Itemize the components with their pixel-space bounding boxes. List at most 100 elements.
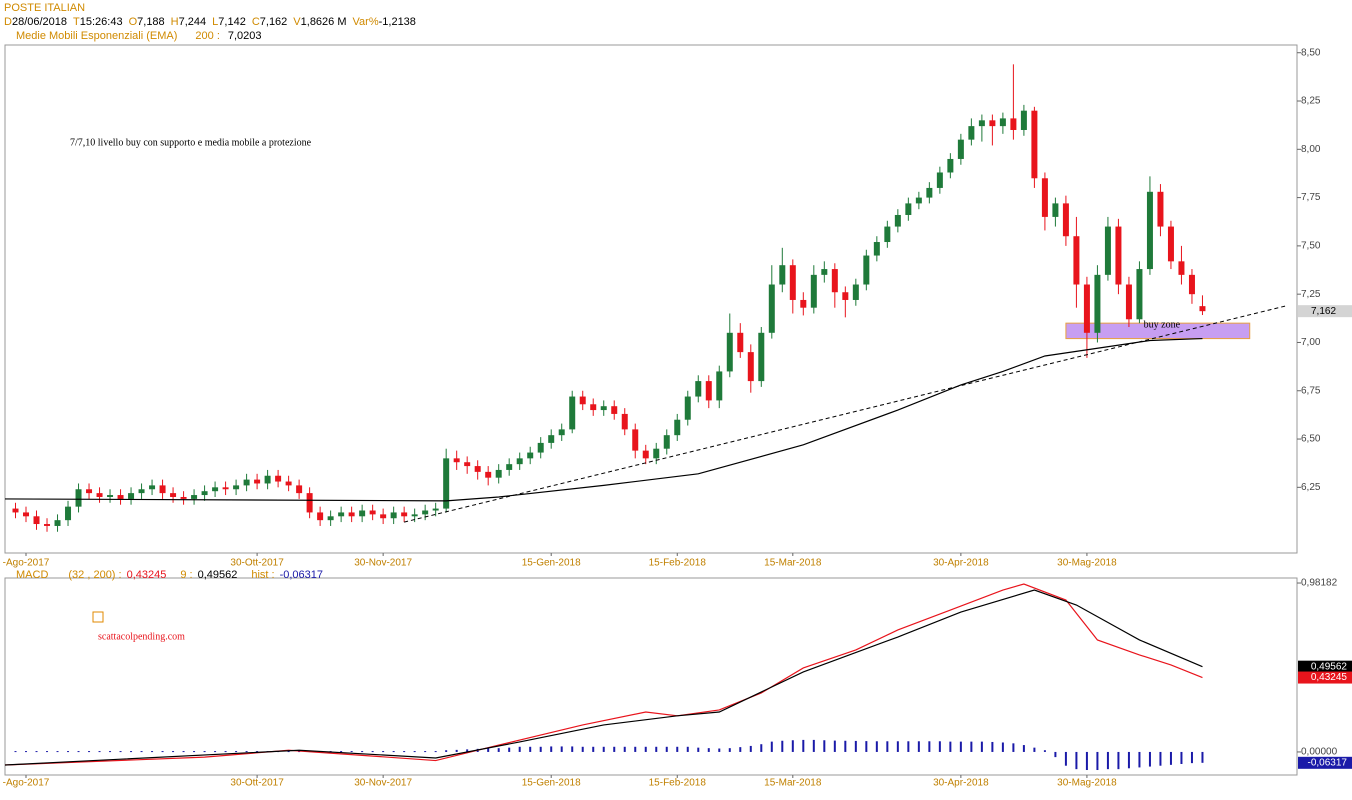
hist-bar: [1033, 747, 1036, 752]
hist-bar: [203, 751, 206, 753]
y-tick-label: 7,00: [1301, 337, 1321, 348]
field-key: C: [252, 16, 260, 28]
hist-bar: [172, 751, 175, 753]
hist-bar: [644, 746, 647, 752]
candle-body: [1094, 274, 1101, 333]
candle-body: [1010, 118, 1017, 130]
hist-bar: [980, 741, 983, 752]
candle-body: [968, 126, 975, 140]
candle-body: [1167, 226, 1174, 262]
candle-body: [275, 475, 282, 482]
hist-bar: [676, 746, 679, 752]
candle-body: [317, 512, 324, 521]
candle-body: [1073, 236, 1080, 285]
hist-bar: [791, 740, 794, 752]
trend-line: [404, 305, 1287, 523]
hist-bar: [256, 751, 259, 753]
candle-body: [138, 489, 145, 494]
candle-body: [44, 524, 51, 526]
hist-bar: [1127, 751, 1130, 769]
candle-body: [1115, 226, 1122, 285]
candle-body: [65, 506, 72, 521]
candle-body: [989, 120, 996, 127]
quote-line: D28/06/2018 T15:26:43 O7,188 H7,244 L7,142 C7…: [4, 16, 416, 28]
y-tick-label: 6,75: [1301, 385, 1321, 396]
hist-bar: [907, 741, 910, 752]
hist-bar: [1064, 751, 1067, 766]
candle-body: [653, 448, 660, 459]
field-value: 7,188: [137, 16, 165, 28]
candle-body: [432, 508, 439, 511]
field-key: H: [171, 16, 179, 28]
candle-body: [621, 413, 628, 430]
hist-bar: [760, 744, 763, 752]
ema-line: Medie Mobili Esponenziali (EMA) 200 : 7,02…: [16, 30, 262, 42]
hist-bar: [571, 746, 574, 752]
x-tick-label: 15-Gen-2018: [522, 558, 581, 569]
hist-bar: [833, 740, 836, 752]
candle-body: [558, 429, 565, 436]
field-key: O: [129, 16, 138, 28]
candle-body: [758, 332, 765, 382]
x-tick-label: 30-Nov-2017: [354, 558, 412, 569]
hist-bar: [917, 741, 920, 752]
x-tick-label: 30-Mag-2018: [1057, 778, 1117, 789]
candle-body: [1188, 274, 1195, 295]
hist-bar: [455, 749, 458, 752]
candle-body: [810, 274, 817, 308]
y-tick-label: 6,50: [1301, 434, 1321, 445]
candle-body: [537, 442, 544, 453]
candle-body: [642, 450, 649, 459]
candle-body: [306, 493, 313, 513]
hist-bar: [991, 741, 994, 752]
candle-body: [947, 158, 954, 173]
hist-bar: [886, 741, 889, 752]
x-tick-label: 30-Nov-2017: [354, 778, 412, 789]
hist-bar: [109, 751, 112, 753]
candle-body: [254, 479, 261, 484]
hist-bar: [56, 751, 59, 753]
hist-bar: [938, 741, 941, 752]
y-tick-label: 7,50: [1301, 241, 1321, 252]
watermark-icon: [92, 611, 104, 623]
hist-bar: [1054, 751, 1057, 758]
hist-bar: [1043, 750, 1046, 752]
macd-params: (32 , 200) :: [68, 569, 121, 581]
x-tick-label: 15-Feb-2018: [649, 778, 707, 789]
hist-bar: [529, 746, 532, 752]
hist-bar: [46, 751, 49, 753]
candle-body: [212, 487, 219, 492]
hist-bar: [1201, 751, 1204, 763]
candle-body: [674, 419, 681, 436]
candle-body: [1083, 284, 1090, 333]
candle-body: [390, 512, 397, 519]
field-key: D: [4, 16, 12, 28]
y-tick-label: 8,50: [1301, 47, 1321, 58]
value-tag-label: 0,49562: [1311, 661, 1348, 672]
y-tick-label: 8,00: [1301, 144, 1321, 155]
hist-bar: [655, 746, 658, 752]
ema-line: [4, 337, 1203, 502]
hist-bar: [802, 739, 805, 752]
hist-bar: [497, 748, 500, 752]
value-tag-label: -0,06317: [1308, 757, 1348, 768]
hist-bar: [518, 746, 521, 752]
candle-body: [768, 284, 775, 333]
candle-body: [831, 269, 838, 293]
candle-body: [485, 471, 492, 478]
hist-bar: [1001, 742, 1004, 752]
x-tick-label: -Ago-2017: [3, 778, 50, 789]
candle-body: [1146, 191, 1153, 270]
hist-bar: [161, 751, 164, 753]
last-price-label: 7,162: [1311, 306, 1336, 317]
hist-bar: [235, 751, 238, 753]
candle-body: [86, 489, 93, 494]
hist-bar: [665, 746, 668, 752]
candle-body: [1062, 203, 1069, 237]
candle-body: [23, 512, 30, 517]
signal-label: 9 :: [180, 569, 192, 581]
candle-body: [863, 255, 870, 285]
candle-body: [54, 520, 61, 526]
hist-bar: [749, 745, 752, 752]
hist-bar: [382, 751, 385, 753]
